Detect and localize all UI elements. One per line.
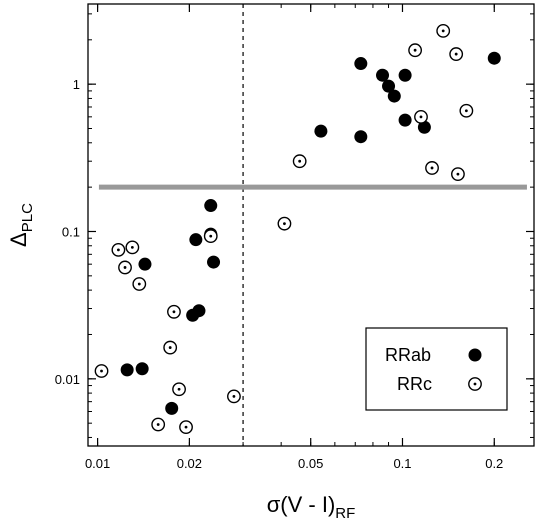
point-rrab <box>417 120 431 134</box>
point-rrab <box>382 79 396 93</box>
point-rrc-dot <box>298 159 302 163</box>
point-rrc-dot <box>172 310 176 314</box>
legend-marker-rrc-dot <box>473 382 477 386</box>
point-rrab <box>138 257 152 271</box>
legend-box <box>365 327 508 411</box>
data-points <box>94 23 501 435</box>
point-rrc-dot <box>130 245 134 249</box>
point-rrc-dot <box>209 234 213 238</box>
point-rrab <box>192 304 206 318</box>
reference-lines <box>98 4 527 446</box>
point-rrab <box>314 124 328 138</box>
point-rrab <box>207 255 221 269</box>
point-rrab <box>165 401 179 415</box>
x-tick-label: 0.2 <box>485 456 503 471</box>
point-rrc-dot <box>184 425 188 429</box>
point-rrab <box>487 51 501 65</box>
legend-label-rrc: RRc <box>397 374 432 394</box>
point-rrab <box>398 68 412 82</box>
point-rrc-dot <box>441 29 445 33</box>
point-rrab <box>376 68 390 82</box>
point-rrc-dot <box>177 387 181 391</box>
y-tick-label: 0.1 <box>62 224 80 239</box>
point-rrab <box>398 113 412 127</box>
point-rrab <box>354 130 368 144</box>
legend: RRab RRc <box>365 327 508 411</box>
point-rrc-dot <box>464 109 468 113</box>
point-rrc-dot <box>430 166 434 170</box>
point-rrab <box>354 57 368 71</box>
point-rrc-dot <box>137 282 141 286</box>
point-rrc-dot <box>456 172 460 176</box>
x-tick-label: 0.1 <box>393 456 411 471</box>
point-rrc-dot <box>283 222 286 226</box>
point-rrab <box>189 233 203 247</box>
point-rrc-dot <box>100 369 103 373</box>
point-rrab <box>387 89 401 103</box>
y-axis-title: ΔPLC <box>6 203 36 247</box>
legend-marker-rrab <box>468 348 482 362</box>
point-rrab <box>120 363 134 377</box>
point-rrc-dot <box>232 394 236 398</box>
x-axis-title-subscript: RF <box>335 505 355 522</box>
point-rrc-dot <box>413 48 417 52</box>
y-axis-title-main: Δ <box>6 232 31 247</box>
x-tick-label: 0.01 <box>85 456 110 471</box>
point-rrc-dot <box>168 346 172 349</box>
point-rrc-dot <box>454 52 458 56</box>
point-rrc-dot <box>123 266 127 269</box>
x-axis-title-main: σ(V - I) <box>267 492 336 517</box>
point-rrc-dot <box>419 115 423 119</box>
x-axis-title: σ(V - I)RF <box>267 492 356 522</box>
legend-label-rrab: RRab <box>385 345 431 365</box>
point-rrab <box>135 362 149 376</box>
x-tick-label: 0.02 <box>177 456 202 471</box>
y-tick-label: 1 <box>73 77 80 92</box>
x-tick-label: 0.05 <box>298 456 323 471</box>
point-rrc-dot <box>116 248 120 252</box>
y-axis-title-subscript: PLC <box>19 203 36 232</box>
point-rrc-dot <box>156 423 160 426</box>
point-rrab <box>204 199 218 213</box>
y-tick-label: 0.01 <box>55 372 80 387</box>
